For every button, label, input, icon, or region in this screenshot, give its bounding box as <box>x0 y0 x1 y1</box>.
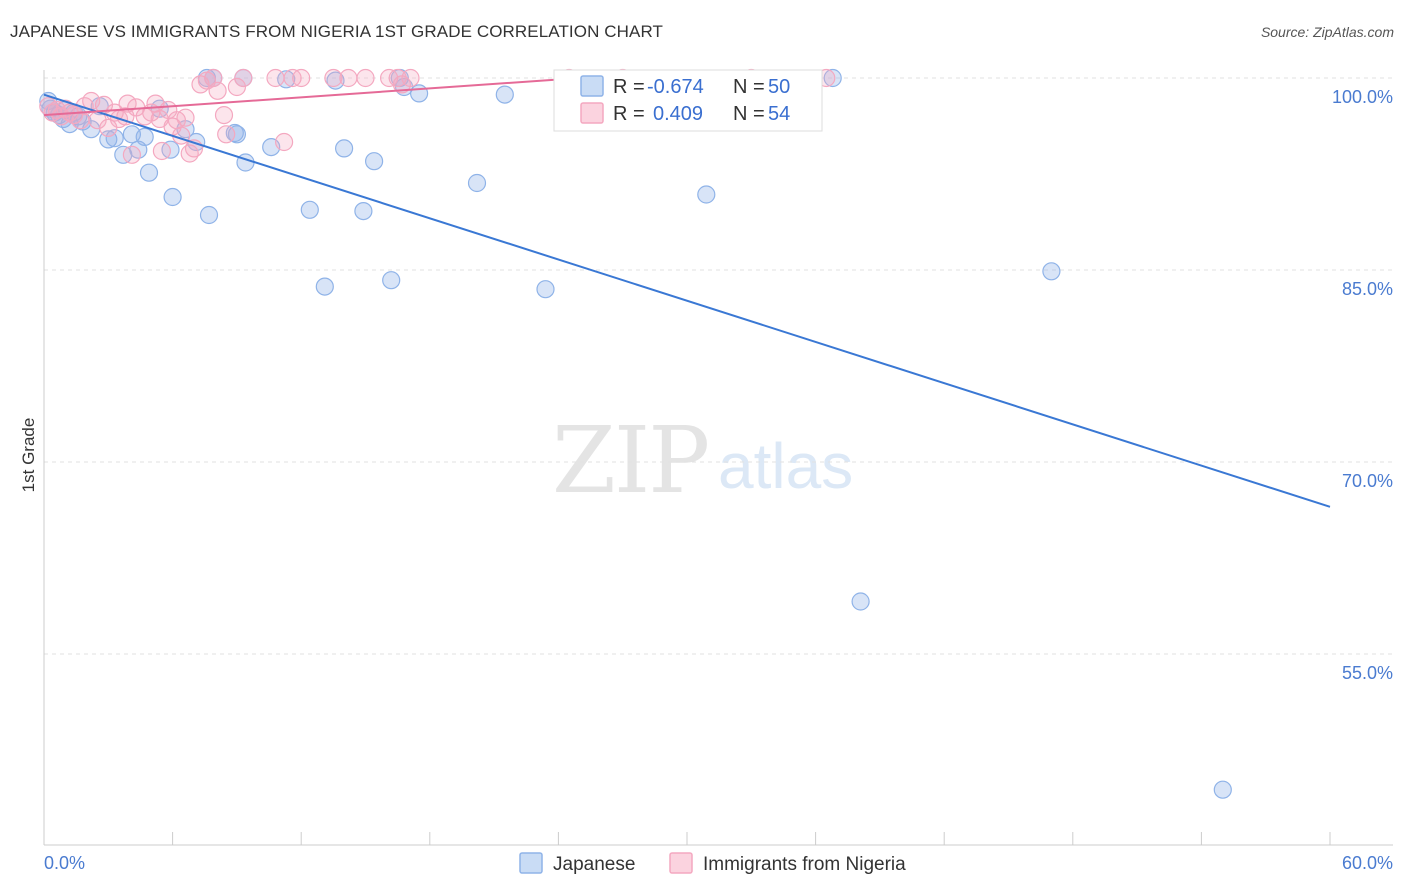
point-nigeria-44 <box>339 68 358 88</box>
point-nigeria-49 <box>401 68 420 88</box>
point-nigeria-39 <box>266 68 285 88</box>
stats-legend: R = -0.674 N = 50 R = 0.409 N = 54 <box>553 69 823 132</box>
point-nigeria-40 <box>275 132 294 152</box>
y-tick-label-2: 70.0% <box>1342 471 1393 491</box>
y-tick-label-1: 85.0% <box>1342 279 1393 299</box>
chart-title: JAPANESE VS IMMIGRANTS FROM NIGERIA 1ST … <box>10 22 664 41</box>
x-tick-label-end: 60.0% <box>1342 853 1393 873</box>
bottom-legend: Japanese Immigrants from Nigeria <box>519 852 906 875</box>
point-nigeria-42 <box>292 68 311 88</box>
point-nigeria-34 <box>208 81 227 100</box>
watermark-zip: ZIP <box>552 407 708 514</box>
point-japanese-50 <box>1213 780 1232 799</box>
point-nigeria-17 <box>122 145 141 164</box>
point-japanese-46 <box>697 185 716 204</box>
point-japanese-21 <box>163 187 182 207</box>
point-japanese-39 <box>382 271 401 290</box>
legend-r-label-1: R = <box>613 76 645 98</box>
chart-source: Source: ZipAtlas.com <box>1260 24 1394 40</box>
point-nigeria-37 <box>227 77 246 97</box>
point-nigeria-38 <box>234 68 253 88</box>
bottom-legend-swatch-nigeria <box>669 852 693 874</box>
point-japanese-44 <box>495 85 514 104</box>
legend-swatch-japanese <box>580 75 604 97</box>
legend-n-label-2: N = <box>733 103 765 125</box>
point-japanese-33 <box>300 200 319 219</box>
point-japanese-26 <box>199 205 219 225</box>
point-japanese-43 <box>467 173 487 193</box>
legend-r-label-2: R = <box>613 103 645 125</box>
point-japanese-37 <box>354 202 373 221</box>
x-axis-ticks <box>43 832 1331 845</box>
legend-swatch-nigeria <box>580 102 604 124</box>
point-japanese-28 <box>227 125 246 144</box>
legend-n-value-japanese: 50 <box>768 76 790 98</box>
y-axis-title: 1st Grade <box>19 418 38 493</box>
point-japanese-38 <box>365 152 384 171</box>
point-nigeria-43 <box>324 68 343 88</box>
legend-n-value-nigeria: 54 <box>768 103 790 125</box>
y-tick-labels: 100.0% 85.0% 70.0% 55.0% <box>1332 87 1393 683</box>
y-tick-label-0: 100.0% <box>1332 87 1393 107</box>
point-nigeria-45 <box>356 68 375 88</box>
trend-line-nigeria <box>43 77 580 117</box>
point-nigeria-28 <box>176 108 195 127</box>
point-nigeria-23 <box>152 141 171 161</box>
bottom-legend-swatch-japanese <box>519 852 543 874</box>
point-japanese-18 <box>139 163 159 182</box>
point-japanese-13 <box>105 129 124 148</box>
point-nigeria-36 <box>217 125 236 144</box>
point-japanese-45 <box>536 280 555 299</box>
bottom-legend-label-nigeria: Immigrants from Nigeria <box>703 854 906 875</box>
point-japanese-36 <box>335 139 354 158</box>
point-japanese-34 <box>315 277 334 296</box>
point-nigeria-16 <box>118 94 137 113</box>
bottom-legend-label-japanese: Japanese <box>553 854 635 875</box>
point-japanese-47 <box>823 68 842 88</box>
point-nigeria-35 <box>214 105 234 125</box>
legend-n-label-1: N = <box>733 76 765 98</box>
x-tick-label-start: 0.0% <box>44 853 85 873</box>
legend-r-value-japanese: -0.674 <box>647 76 704 98</box>
point-japanese-42 <box>410 84 429 103</box>
y-tick-label-3: 55.0% <box>1342 663 1393 683</box>
series-nigeria-points <box>39 68 836 164</box>
point-japanese-48 <box>851 592 870 611</box>
watermark-atlas: atlas <box>718 430 853 502</box>
trend-line-japanese <box>43 93 1331 508</box>
point-japanese-49 <box>1042 262 1061 281</box>
point-japanese-17 <box>135 127 154 146</box>
legend-r-value-nigeria: 0.409 <box>653 103 703 125</box>
